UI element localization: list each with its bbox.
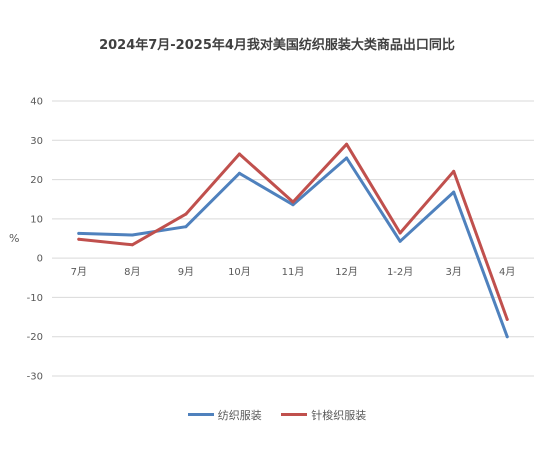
legend-swatch-series-1 <box>187 413 214 416</box>
data-point-series-2 <box>184 212 188 216</box>
data-point-series-2 <box>77 237 81 241</box>
data-point-series-1 <box>130 233 134 237</box>
x-tick-label: 8月 <box>124 266 140 278</box>
data-point-series-2 <box>345 142 349 146</box>
x-tick-label: 11月 <box>282 266 305 278</box>
chart-title: 2024年7月-2025年4月我对美国纺织服装大类商品出口同比 <box>99 38 455 53</box>
data-point-series-1 <box>452 190 456 194</box>
data-point-series-1 <box>505 335 509 339</box>
y-tick-label: 40 <box>30 97 43 108</box>
x-tick-label: 12月 <box>335 266 358 278</box>
y-tick-label: -10 <box>27 293 43 304</box>
data-point-series-2 <box>237 152 241 156</box>
x-tick-label: 9月 <box>178 266 194 278</box>
data-point-series-2 <box>452 169 456 173</box>
y-tick-label: 0 <box>37 254 43 265</box>
data-point-series-2 <box>291 200 295 204</box>
x-tick-label: 4月 <box>499 266 515 278</box>
y-tick-label: -30 <box>27 372 43 383</box>
x-tick-label: 1-2月 <box>387 266 413 278</box>
grid-layer <box>52 100 534 377</box>
data-point-series-2 <box>505 317 509 321</box>
x-tick-label: 10月 <box>228 266 251 278</box>
data-point-series-1 <box>184 225 188 229</box>
y-tick-labels: 40 30 20 10 0 -10 -20 -30 <box>27 97 43 383</box>
series-line-2 <box>77 142 509 321</box>
legend-label-series-2: 针梭织服装 <box>311 408 367 422</box>
y-tick-label: -20 <box>27 332 43 343</box>
data-point-series-1 <box>291 203 295 207</box>
x-tick-label: 7月 <box>71 266 87 278</box>
legend: 纺织服装 针梭织服装 <box>0 406 554 423</box>
data-point-series-1 <box>77 231 81 235</box>
y-tick-label: 20 <box>30 175 43 186</box>
series-lines <box>77 142 509 339</box>
data-point-series-1 <box>398 239 402 243</box>
data-point-series-1 <box>345 156 349 160</box>
legend-label-series-1: 纺织服装 <box>217 408 262 422</box>
legend-item-series-1: 纺织服装 <box>187 407 262 423</box>
legend-swatch-series-2 <box>281 413 308 416</box>
data-point-series-1 <box>237 171 241 175</box>
data-point-series-2 <box>130 243 134 247</box>
y-tick-label: 10 <box>30 214 43 225</box>
x-tick-labels: 7月 8月 9月 10月 11月 12月 1-2月 3月 4月 <box>71 266 516 278</box>
legend-item-series-2: 针梭织服装 <box>281 407 366 423</box>
data-point-series-2 <box>398 231 402 235</box>
x-tick-label: 3月 <box>445 266 461 278</box>
y-axis-label: % <box>9 232 20 245</box>
y-tick-label: 30 <box>30 136 43 147</box>
